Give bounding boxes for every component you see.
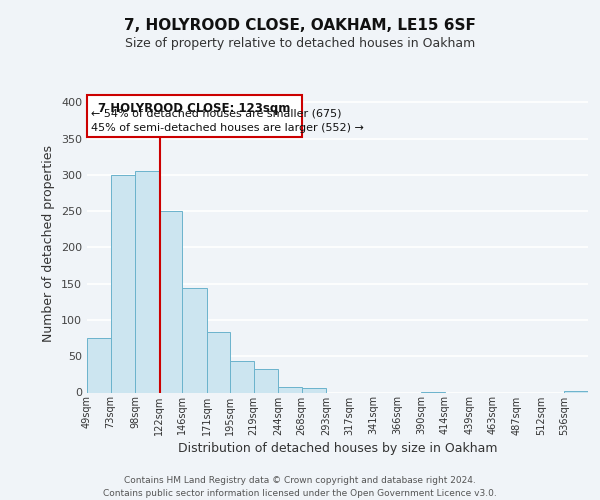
Bar xyxy=(135,171,158,392)
Y-axis label: Number of detached properties: Number of detached properties xyxy=(43,145,55,342)
Bar xyxy=(206,332,230,392)
Bar xyxy=(254,370,278,392)
Bar xyxy=(110,175,135,392)
Text: ← 54% of detached houses are smaller (675): ← 54% of detached houses are smaller (67… xyxy=(91,108,341,118)
Bar xyxy=(565,391,588,392)
Text: 7, HOLYROOD CLOSE, OAKHAM, LE15 6SF: 7, HOLYROOD CLOSE, OAKHAM, LE15 6SF xyxy=(124,18,476,32)
Text: 7 HOLYROOD CLOSE: 123sqm: 7 HOLYROOD CLOSE: 123sqm xyxy=(98,102,290,114)
Bar xyxy=(182,288,206,393)
X-axis label: Distribution of detached houses by size in Oakham: Distribution of detached houses by size … xyxy=(178,442,497,454)
Bar xyxy=(230,360,254,392)
Bar xyxy=(87,95,302,137)
Bar xyxy=(278,386,302,392)
Bar xyxy=(302,388,326,392)
Text: 45% of semi-detached houses are larger (552) →: 45% of semi-detached houses are larger (… xyxy=(91,122,364,132)
Text: Contains HM Land Registry data © Crown copyright and database right 2024.: Contains HM Land Registry data © Crown c… xyxy=(124,476,476,485)
Text: Contains public sector information licensed under the Open Government Licence v3: Contains public sector information licen… xyxy=(103,489,497,498)
Bar xyxy=(158,211,182,392)
Text: Size of property relative to detached houses in Oakham: Size of property relative to detached ho… xyxy=(125,38,475,51)
Bar xyxy=(87,338,110,392)
